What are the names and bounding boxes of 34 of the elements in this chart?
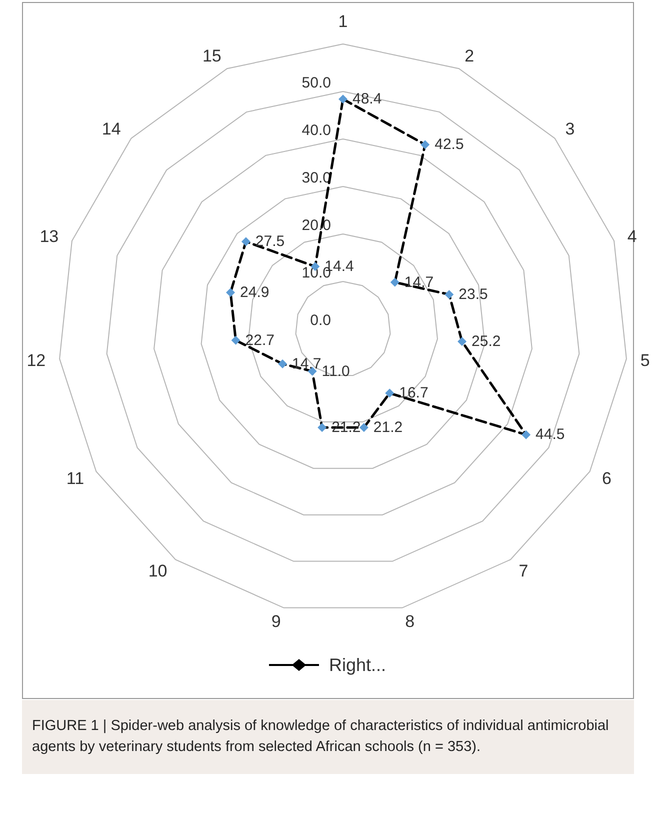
spoke-label: 1 [338,12,348,31]
data-label: 27.5 [255,233,285,250]
caption: FIGURE 1 | Spider-web analysis of knowledge of characteristics of individual antimicrobial agents by veterinary students from selected African schools (n = 353). [32,717,610,758]
data-label: 24.9 [240,284,270,301]
spoke-label: 3 [565,119,575,138]
spoke-label: 2 [464,46,474,66]
spoke-label: 6 [602,469,612,488]
spoke-label: 13 [40,227,59,246]
data-label: 25.2 [472,333,501,350]
spoke-label: 8 [405,612,415,631]
spoke-label: 5 [640,350,650,370]
spoke-label: 12 [26,350,46,370]
data-label: 14.7 [404,274,434,291]
spoke-label: 15 [202,46,222,66]
spoke-label: 14 [102,119,121,138]
y-tick-label: 20.0 [302,217,331,234]
data-label: 11.0 [322,362,350,380]
data-label: 42.5 [434,136,464,154]
data-label: 23.5 [458,286,488,304]
data-label: 48.4 [352,90,382,108]
spoke-label: 10 [148,561,168,580]
legend-label: Right... [328,655,386,675]
data-label: 22.7 [245,332,274,349]
spoke-label: 11 [66,469,84,488]
y-tick-label: 50.0 [302,74,331,92]
spoke-label: 4 [627,227,637,246]
spoke-label: 9 [271,612,281,631]
data-label: 14.7 [292,355,322,372]
data-label: 44.5 [536,426,565,444]
y-tick-label: 0.0 [310,312,331,329]
spoke-label: 7 [518,561,528,580]
data-label: 21.2 [373,419,403,436]
y-tick-label: 40.0 [302,122,331,139]
data-label: 16.7 [399,384,428,402]
